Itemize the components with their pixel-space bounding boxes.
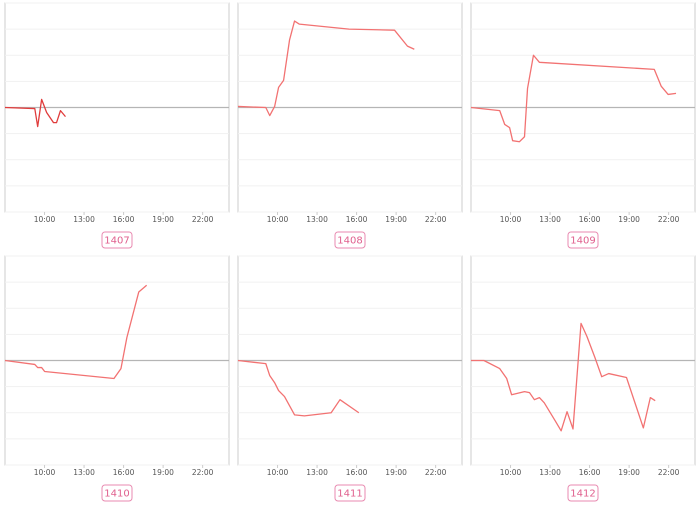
series-line <box>4 284 148 380</box>
badge-label: 1409 <box>570 236 595 247</box>
x-tick-label: 19:00 <box>385 215 407 224</box>
x-tick-label: 10:00 <box>34 215 56 224</box>
x-tick-label: 22:00 <box>658 468 680 477</box>
badge-label: 1410 <box>104 489 129 500</box>
x-tick-label: 10:00 <box>267 468 289 477</box>
badge <box>101 484 133 502</box>
x-tick-label: 22:00 <box>192 468 214 477</box>
badge <box>334 484 366 502</box>
badge <box>567 484 599 502</box>
x-tick-label: 10:00 <box>267 215 289 224</box>
x-tick-label: 19:00 <box>618 215 640 224</box>
series-line <box>237 20 415 117</box>
x-tick-label: 16:00 <box>113 468 135 477</box>
x-tick-label: 22:00 <box>425 215 447 224</box>
series-line <box>471 322 656 432</box>
x-tick-label: 13:00 <box>73 468 95 477</box>
x-tick-label: 10:00 <box>34 468 56 477</box>
badge-label: 1412 <box>570 489 595 500</box>
x-tick-label: 16:00 <box>579 468 601 477</box>
badge-label: 1408 <box>337 236 362 247</box>
x-tick-label: 22:00 <box>658 215 680 224</box>
badge-label: 1411 <box>337 489 362 500</box>
x-tick-label: 22:00 <box>192 215 214 224</box>
x-tick-label: 13:00 <box>306 215 328 224</box>
x-tick-label: 13:00 <box>73 215 95 224</box>
x-tick-label: 19:00 <box>152 215 174 224</box>
x-tick-label: 13:00 <box>539 468 561 477</box>
x-tick-label: 16:00 <box>113 215 135 224</box>
x-tick-label: 10:00 <box>500 468 522 477</box>
badge-label: 1407 <box>104 236 129 247</box>
badge <box>101 231 133 249</box>
badge <box>567 231 599 249</box>
x-tick-label: 16:00 <box>579 215 601 224</box>
series-line <box>4 98 66 128</box>
x-tick-label: 10:00 <box>500 215 522 224</box>
x-tick-label: 16:00 <box>346 468 368 477</box>
x-tick-label: 13:00 <box>306 468 328 477</box>
x-tick-label: 16:00 <box>346 215 368 224</box>
x-tick-label: 19:00 <box>152 468 174 477</box>
x-tick-label: 13:00 <box>539 215 561 224</box>
x-tick-label: 19:00 <box>618 468 640 477</box>
series-line <box>237 359 360 417</box>
x-tick-label: 22:00 <box>425 468 447 477</box>
series-line <box>470 54 677 143</box>
x-tick-label: 19:00 <box>385 468 407 477</box>
badge <box>334 231 366 249</box>
